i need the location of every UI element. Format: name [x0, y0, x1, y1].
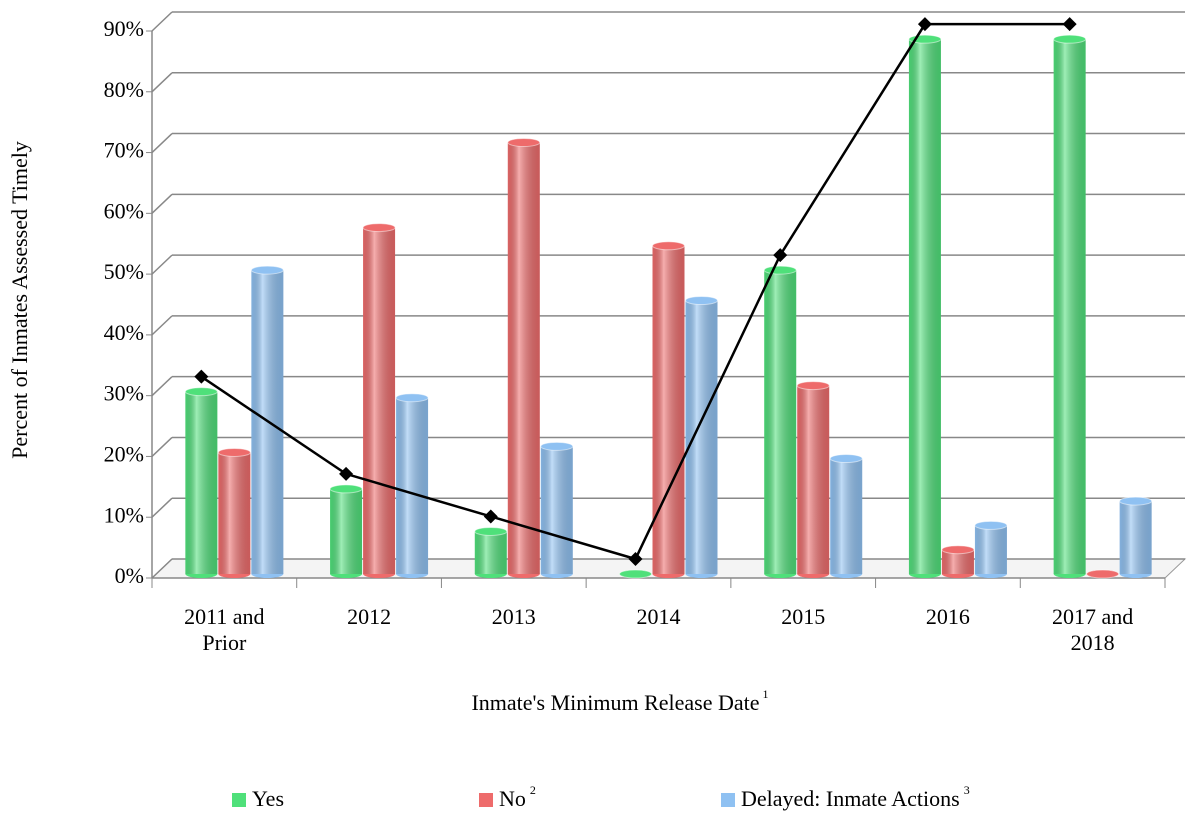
- x-tick-label: 2015: [781, 604, 826, 629]
- bar-shine: [830, 458, 863, 574]
- bar-top: [329, 484, 363, 494]
- bar-top: [1119, 496, 1153, 506]
- grid-line-side: [151, 11, 173, 32]
- legend-text: Yes: [252, 786, 284, 811]
- y-tick-label: 60%: [104, 198, 144, 223]
- bar-top: [362, 223, 396, 233]
- bar-top: [763, 265, 797, 275]
- y-tick-label: 10%: [104, 502, 144, 527]
- grid-line-side: [151, 72, 173, 93]
- y-tick-label: 80%: [104, 77, 144, 102]
- bar-shine: [507, 142, 540, 574]
- bar-top: [395, 393, 429, 403]
- grid-line-side: [151, 315, 173, 336]
- legend-note: 3: [964, 783, 970, 797]
- legend-note: 2: [530, 783, 536, 797]
- legend-swatch: [479, 793, 493, 807]
- legend-text: Delayed: Inmate Actions: [741, 786, 960, 811]
- grid-line-side: [151, 133, 173, 154]
- legend-swatch: [232, 793, 246, 807]
- bar-shine: [764, 270, 797, 574]
- grid-line-side: [151, 376, 173, 397]
- x-axis-title: Inmate's Minimum Release Date 1: [471, 687, 768, 715]
- y-tick-label: 30%: [104, 381, 144, 406]
- bar-top: [184, 387, 218, 397]
- y-tick-label: 90%: [104, 16, 144, 41]
- x-axis-title-note: 1: [763, 687, 769, 701]
- bar-shine: [974, 525, 1007, 574]
- line-marker: [1062, 17, 1077, 32]
- bar-top: [1053, 34, 1087, 44]
- grid-line-side: [151, 558, 173, 579]
- grid-line-side: [151, 193, 173, 214]
- x-axis-title-text: Inmate's Minimum Release Date: [471, 690, 759, 715]
- bar-shine: [330, 488, 363, 574]
- grid-line-side: [151, 436, 173, 457]
- bar-top: [941, 545, 975, 555]
- bar-shine: [1053, 39, 1086, 574]
- bar-shine: [474, 531, 507, 574]
- bar-top: [474, 526, 508, 536]
- bar-top: [1086, 569, 1120, 579]
- bar-shine: [908, 39, 941, 574]
- line-marker: [628, 552, 643, 566]
- bar-shine: [1119, 501, 1152, 574]
- x-tick-label: 2017 and 2018: [1052, 604, 1134, 655]
- bar-shine: [540, 446, 573, 574]
- y-tick-label: 50%: [104, 259, 144, 284]
- line-marker: [773, 248, 788, 263]
- line-marker: [483, 509, 498, 524]
- legend-label: Delayed: Inmate Actions 3: [741, 783, 970, 811]
- grid-line-side: [151, 497, 173, 518]
- y-tick-label: 40%: [104, 320, 144, 345]
- bar-top: [217, 447, 251, 457]
- bar-shine: [652, 245, 685, 575]
- bar-top: [829, 454, 863, 464]
- bar-top: [507, 137, 541, 147]
- y-axis-title: Percent of Inmates Assessed Timely: [7, 141, 32, 459]
- legend-label: No 2: [499, 783, 536, 811]
- legend-swatch: [721, 793, 735, 807]
- y-tick-label: 70%: [104, 138, 144, 163]
- bar-shine: [797, 385, 830, 574]
- bar-shine: [396, 397, 429, 574]
- legend-label: Yes: [252, 786, 284, 811]
- line-marker: [339, 466, 354, 481]
- line-marker: [917, 17, 932, 32]
- x-tick-label: 2014: [636, 604, 681, 629]
- bar-shine: [363, 227, 396, 575]
- bar-top: [685, 296, 718, 305]
- bar-top: [619, 569, 652, 579]
- bar-top: [250, 265, 284, 275]
- y-tick-label: 0%: [115, 563, 144, 588]
- grid-line-side: [151, 254, 173, 275]
- bar-top: [652, 241, 685, 251]
- x-tick-label: 2012: [347, 604, 392, 629]
- bar-shine: [218, 452, 251, 574]
- bar-shine: [685, 300, 718, 574]
- legend-text: No: [499, 786, 526, 811]
- bar-shine: [185, 391, 218, 574]
- x-tick-label: 2011 and Prior: [184, 604, 265, 655]
- y-tick-label: 20%: [104, 441, 144, 466]
- bar-top: [540, 441, 574, 451]
- bar-top: [974, 520, 1008, 530]
- line-marker: [194, 369, 209, 384]
- x-tick-label: 2013: [491, 604, 536, 629]
- bar-top: [796, 381, 830, 391]
- x-tick-label: 2016: [925, 604, 970, 629]
